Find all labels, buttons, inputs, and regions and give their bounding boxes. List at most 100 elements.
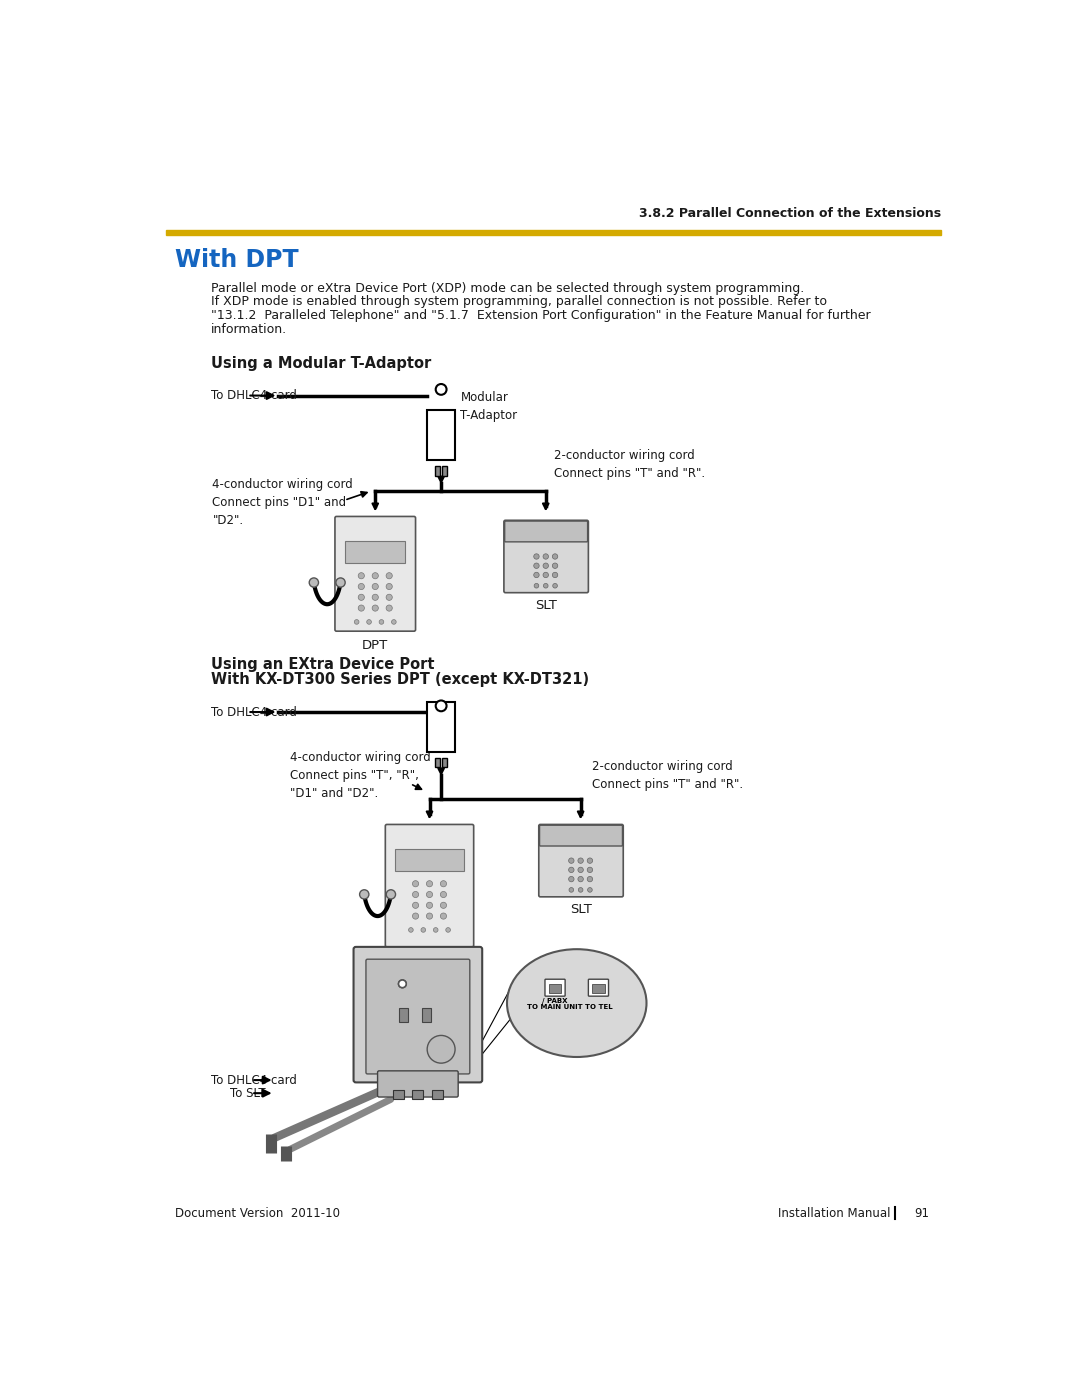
- Text: To SLT: To SLT: [230, 1087, 266, 1099]
- Bar: [395, 849, 463, 870]
- Bar: [442, 467, 447, 475]
- Circle shape: [578, 868, 583, 873]
- Bar: [592, 983, 605, 993]
- FancyBboxPatch shape: [504, 521, 588, 542]
- Bar: [166, 231, 941, 236]
- Text: Parallel mode or eXtra Device Port (XDP) mode can be selected through system pro: Parallel mode or eXtra Device Port (XDP)…: [211, 282, 805, 295]
- Bar: [428, 411, 455, 460]
- Circle shape: [543, 563, 549, 569]
- Circle shape: [360, 890, 369, 900]
- Text: 2-conductor wiring cord
Connect pins "T" and "R".: 2-conductor wiring cord Connect pins "T"…: [554, 448, 704, 479]
- Circle shape: [441, 914, 446, 919]
- Circle shape: [446, 928, 450, 932]
- FancyBboxPatch shape: [589, 979, 608, 996]
- FancyBboxPatch shape: [545, 979, 565, 996]
- Circle shape: [552, 563, 557, 569]
- Bar: [413, 1090, 423, 1099]
- Circle shape: [373, 573, 378, 578]
- FancyBboxPatch shape: [540, 826, 622, 847]
- Circle shape: [413, 914, 419, 919]
- Circle shape: [408, 928, 414, 932]
- FancyBboxPatch shape: [504, 520, 589, 592]
- Circle shape: [354, 620, 359, 624]
- Circle shape: [441, 891, 446, 898]
- Text: 2-conductor wiring cord
Connect pins "T" and "R".: 2-conductor wiring cord Connect pins "T"…: [592, 760, 743, 792]
- Circle shape: [359, 584, 364, 590]
- Circle shape: [441, 880, 446, 887]
- Circle shape: [387, 594, 392, 601]
- Circle shape: [435, 700, 446, 711]
- Circle shape: [441, 902, 446, 908]
- Circle shape: [359, 594, 364, 601]
- FancyBboxPatch shape: [353, 947, 482, 1083]
- Text: Using a Modular T-Adaptor: Using a Modular T-Adaptor: [211, 356, 431, 372]
- Circle shape: [359, 573, 364, 578]
- Ellipse shape: [507, 949, 647, 1058]
- Text: Installation Manual: Installation Manual: [778, 1207, 891, 1220]
- Circle shape: [359, 605, 364, 610]
- Circle shape: [427, 902, 433, 908]
- Circle shape: [413, 891, 419, 898]
- Bar: [399, 1009, 408, 1023]
- Circle shape: [427, 914, 433, 919]
- Text: TO TEL: TO TEL: [584, 1004, 612, 1010]
- Bar: [435, 467, 441, 475]
- Text: SLT: SLT: [535, 598, 556, 612]
- Bar: [422, 1009, 431, 1023]
- Circle shape: [552, 573, 557, 578]
- Bar: [345, 541, 405, 563]
- Circle shape: [392, 620, 396, 624]
- FancyBboxPatch shape: [539, 824, 623, 897]
- Text: 91: 91: [914, 1207, 929, 1220]
- Circle shape: [428, 1035, 455, 1063]
- Text: information.: information.: [211, 323, 287, 337]
- Text: With KX-DT300 Series DPT (except KX-DT321): With KX-DT300 Series DPT (except KX-DT32…: [211, 672, 589, 687]
- Text: Modular
T-Adaptor: Modular T-Adaptor: [460, 391, 517, 422]
- Circle shape: [399, 979, 406, 988]
- Text: DPT: DPT: [417, 951, 443, 965]
- Circle shape: [578, 876, 583, 882]
- Text: / PABX: / PABX: [542, 997, 568, 1004]
- Circle shape: [309, 578, 319, 587]
- Circle shape: [568, 876, 575, 882]
- Text: "13.1.2  Paralleled Telephone" and "5.1.7  Extension Port Configuration" in the : "13.1.2 Paralleled Telephone" and "5.1.7…: [211, 309, 870, 323]
- Circle shape: [379, 620, 383, 624]
- FancyBboxPatch shape: [366, 960, 470, 1074]
- Circle shape: [373, 584, 378, 590]
- Circle shape: [534, 553, 539, 559]
- Circle shape: [387, 573, 392, 578]
- Circle shape: [373, 605, 378, 610]
- Circle shape: [568, 858, 575, 863]
- Text: To DHLC4 card: To DHLC4 card: [211, 1073, 297, 1087]
- Circle shape: [534, 563, 539, 569]
- Circle shape: [552, 553, 557, 559]
- Text: To DHLC4 card: To DHLC4 card: [211, 705, 297, 718]
- Text: 4-conductor wiring cord
Connect pins "D1" and
"D2".: 4-conductor wiring cord Connect pins "D1…: [213, 478, 353, 527]
- Circle shape: [534, 573, 539, 578]
- Text: 4-conductor wiring cord
Connect pins "T", "R",
"D1" and "D2".: 4-conductor wiring cord Connect pins "T"…: [291, 752, 431, 800]
- Text: With DPT: With DPT: [175, 249, 299, 272]
- Circle shape: [588, 868, 593, 873]
- Text: Using an EXtra Device Port: Using an EXtra Device Port: [211, 657, 434, 672]
- Circle shape: [543, 573, 549, 578]
- Circle shape: [387, 890, 395, 900]
- Circle shape: [421, 928, 426, 932]
- Bar: [432, 1090, 443, 1099]
- Circle shape: [588, 858, 593, 863]
- Text: SLT: SLT: [569, 902, 592, 915]
- Bar: [393, 1090, 404, 1099]
- FancyBboxPatch shape: [386, 824, 474, 947]
- Bar: [442, 759, 447, 767]
- Circle shape: [367, 620, 372, 624]
- Circle shape: [387, 584, 392, 590]
- Circle shape: [413, 902, 419, 908]
- Circle shape: [399, 979, 406, 988]
- Text: TO MAIN UNIT: TO MAIN UNIT: [527, 1004, 583, 1010]
- Circle shape: [578, 858, 583, 863]
- FancyBboxPatch shape: [378, 1071, 458, 1097]
- Circle shape: [543, 584, 548, 588]
- Circle shape: [553, 584, 557, 588]
- Text: DPT: DPT: [362, 638, 389, 651]
- FancyBboxPatch shape: [335, 517, 416, 631]
- Circle shape: [535, 584, 539, 588]
